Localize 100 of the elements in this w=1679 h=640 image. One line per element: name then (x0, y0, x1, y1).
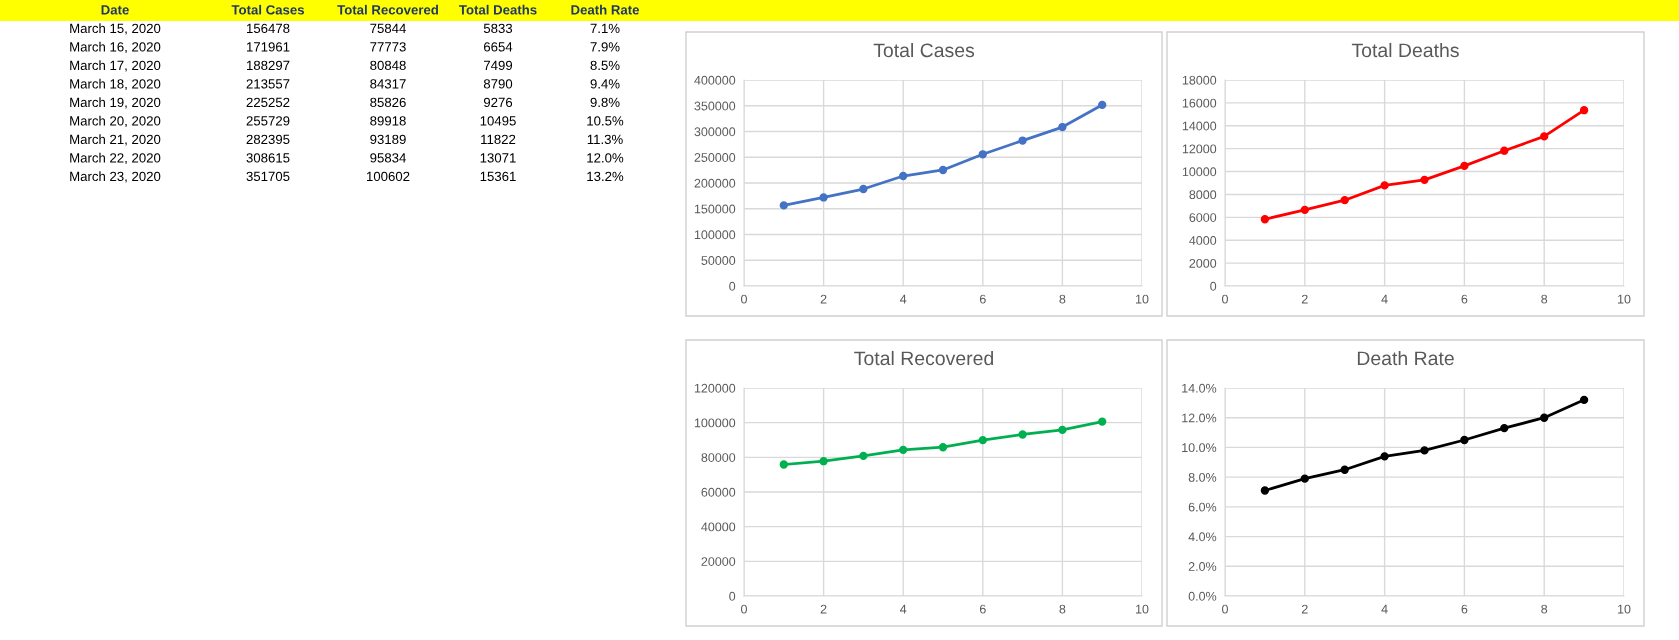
y-tick-label: 6.0% (1188, 502, 1217, 512)
point (899, 171, 908, 181)
point (899, 445, 908, 455)
point (1058, 122, 1067, 132)
text: 13.2% (587, 171, 624, 182)
point (1098, 417, 1107, 426)
text: 255729 (246, 116, 290, 126)
point (779, 460, 788, 469)
text: 85826 (370, 97, 406, 108)
text: 308615 (246, 153, 290, 163)
text: 213557 (246, 79, 290, 89)
text: 9.8% (590, 97, 620, 108)
text: 15361 (480, 171, 516, 182)
y-tick-label: 0.0% (1188, 591, 1217, 601)
text: March 16, 2020 (70, 41, 161, 54)
text: 225252 (246, 97, 290, 108)
point (1540, 413, 1549, 422)
x-tick-label: 10 (1618, 604, 1631, 614)
y-tick-label: 14.0% (1182, 383, 1217, 393)
y-tick-label: 10.0% (1182, 443, 1217, 453)
point (819, 193, 828, 202)
text: Date (101, 5, 129, 15)
point (1260, 215, 1270, 224)
x-tick-label: 6 (979, 294, 986, 304)
x-tick-label: 6 (1461, 604, 1468, 614)
y-tick-label: 200000 (694, 178, 736, 188)
y-tick-label: 4.0% (1188, 532, 1217, 542)
text: 84317 (370, 79, 406, 89)
point (938, 165, 948, 175)
y-tick-label: 12.0% (1182, 413, 1217, 423)
y-tick-label: 18000 (1182, 75, 1217, 85)
point (1300, 205, 1309, 215)
y-tick-label: 350000 (694, 101, 736, 111)
text: 10.5% (587, 116, 624, 126)
x-tick-label: 0 (741, 294, 747, 304)
text: Total Deaths (459, 4, 537, 15)
y-tick-label: 0 (729, 591, 736, 601)
text: 89918 (370, 116, 406, 126)
x-tick-label: 2 (1301, 294, 1308, 304)
text: 188297 (246, 60, 290, 71)
point (859, 184, 868, 194)
text: 80848 (370, 60, 406, 71)
text: 8.5% (590, 60, 620, 71)
text: 9276 (483, 97, 513, 108)
point (1500, 423, 1509, 433)
x-tick-label: 8 (1059, 294, 1066, 304)
point (1460, 435, 1469, 445)
y-tick-label: 20000 (701, 557, 736, 566)
y-tick-label: 300000 (694, 127, 736, 137)
point (1460, 161, 1469, 171)
text: March 21, 2020 (70, 134, 161, 146)
x-tick-label: 8 (1059, 604, 1066, 614)
chart-title: Total Cases (873, 42, 975, 58)
y-tick-label: 8.0% (1188, 472, 1217, 482)
text: 11.3% (587, 134, 623, 145)
text: 75844 (370, 23, 406, 34)
point (779, 201, 788, 210)
text: 156478 (246, 23, 290, 34)
y-tick-label: 40000 (701, 522, 736, 532)
x-tick-label: 10 (1136, 294, 1149, 304)
chart-title: Death Rate (1357, 350, 1454, 366)
x-tick-label: 4 (900, 294, 907, 304)
text: 5833 (483, 23, 513, 34)
point (819, 457, 828, 466)
text: 10495 (480, 116, 516, 126)
y-tick-label: 16000 (1182, 98, 1217, 108)
x-tick-label: 0 (1222, 294, 1228, 304)
y-tick-label: 150000 (694, 204, 736, 214)
chart-title: Total Deaths (1351, 42, 1459, 58)
point (1340, 196, 1349, 205)
text: March 20, 2020 (70, 115, 161, 128)
point (1098, 100, 1107, 110)
y-tick-label: 14000 (1182, 121, 1217, 131)
y-tick-label: 2.0% (1188, 562, 1217, 571)
text: March 23, 2020 (70, 171, 161, 183)
point (1018, 430, 1027, 439)
y-tick-label: 8000 (1189, 190, 1217, 200)
x-tick-label: 6 (979, 604, 986, 614)
text: March 15, 2020 (70, 23, 161, 35)
x-tick-label: 4 (900, 604, 907, 614)
y-tick-label: 60000 (701, 487, 736, 497)
text: 7.1% (590, 23, 620, 33)
text: Total Recovered (337, 4, 438, 15)
text: 12.0% (587, 153, 624, 163)
x-tick-label: 8 (1541, 604, 1548, 614)
x-tick-label: 10 (1136, 604, 1149, 614)
point (938, 443, 948, 452)
point (1579, 106, 1589, 115)
point (1380, 452, 1389, 461)
y-tick-label: 0 (729, 281, 736, 291)
text: 7499 (484, 60, 513, 71)
x-tick-label: 0 (1222, 604, 1228, 614)
x-tick-label: 2 (820, 294, 827, 304)
point (1380, 181, 1389, 190)
point (1500, 146, 1509, 155)
text: 9.4% (590, 79, 620, 89)
point (1260, 486, 1270, 495)
y-tick-label: 50000 (701, 256, 736, 265)
y-tick-label: 80000 (701, 453, 736, 462)
point (1018, 136, 1027, 145)
